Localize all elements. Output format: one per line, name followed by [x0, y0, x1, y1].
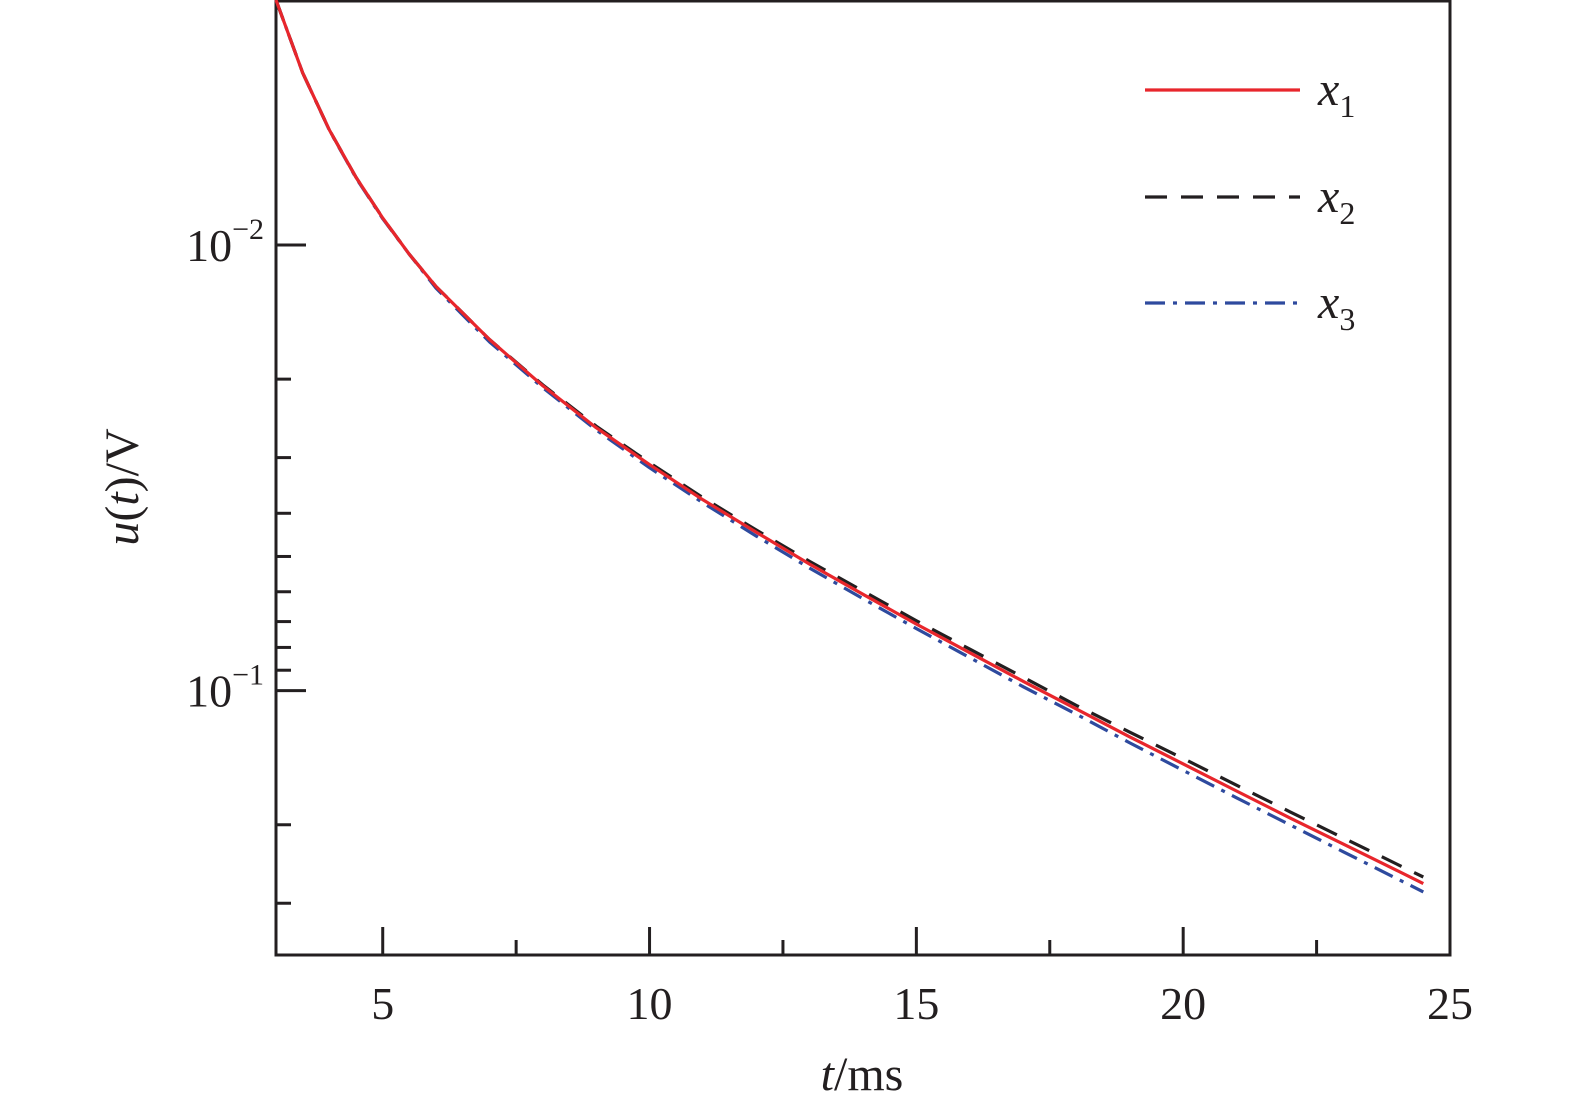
y-axis-label: u(t)/V [96, 428, 149, 546]
legend-label-x2: x2 [1317, 170, 1355, 231]
y-axis-label-var: u [96, 522, 149, 546]
legend-label-var: x [1317, 170, 1339, 223]
x-axis-label-var: t [821, 1048, 836, 1101]
x-tick-label: 15 [893, 978, 939, 1029]
legend-label-sub: 2 [1339, 195, 1355, 231]
y-axis: 10−210−1 [186, 213, 306, 905]
legend-label-var: x [1317, 63, 1339, 116]
x-tick-label: 25 [1427, 978, 1473, 1029]
y-tick-exponent: −1 [232, 659, 264, 692]
x-tick-label: 20 [1160, 978, 1206, 1029]
x-axis: 5 10 15 20 25 [371, 927, 1473, 1029]
x-axis-label: t/ms [821, 1048, 904, 1101]
legend-label-sub: 1 [1339, 88, 1355, 124]
y-axis-label-unit: /V [96, 428, 149, 476]
legend-label-x3: x3 [1317, 276, 1355, 337]
y-tick-label: 10−1 [186, 659, 264, 717]
y-axis-label-arg: t [96, 491, 149, 506]
x-axis-label-unit: /ms [834, 1048, 903, 1101]
x-tick-label: 5 [371, 978, 394, 1029]
y-axis-label-close: ) [96, 476, 149, 492]
y-tick-label: 10−2 [186, 213, 264, 271]
legend-label-sub: 3 [1339, 301, 1355, 337]
y-tick-base: 10 [186, 666, 232, 717]
series-line-x2 [274, 0, 1425, 879]
plot-area [274, 0, 1452, 957]
series-line-x1 [274, 0, 1425, 886]
y-tick-exponent: −2 [232, 213, 264, 246]
y-axis-label-open: ( [96, 506, 149, 522]
legend-label-var: x [1317, 276, 1339, 329]
series-layer [274, 0, 1425, 894]
series-line-x3 [274, 0, 1425, 894]
x-tick-label: 10 [627, 978, 673, 1029]
plot-frame [274, 0, 1452, 957]
legend-label-x1: x1 [1317, 63, 1355, 124]
y-tick-base: 10 [186, 220, 232, 271]
